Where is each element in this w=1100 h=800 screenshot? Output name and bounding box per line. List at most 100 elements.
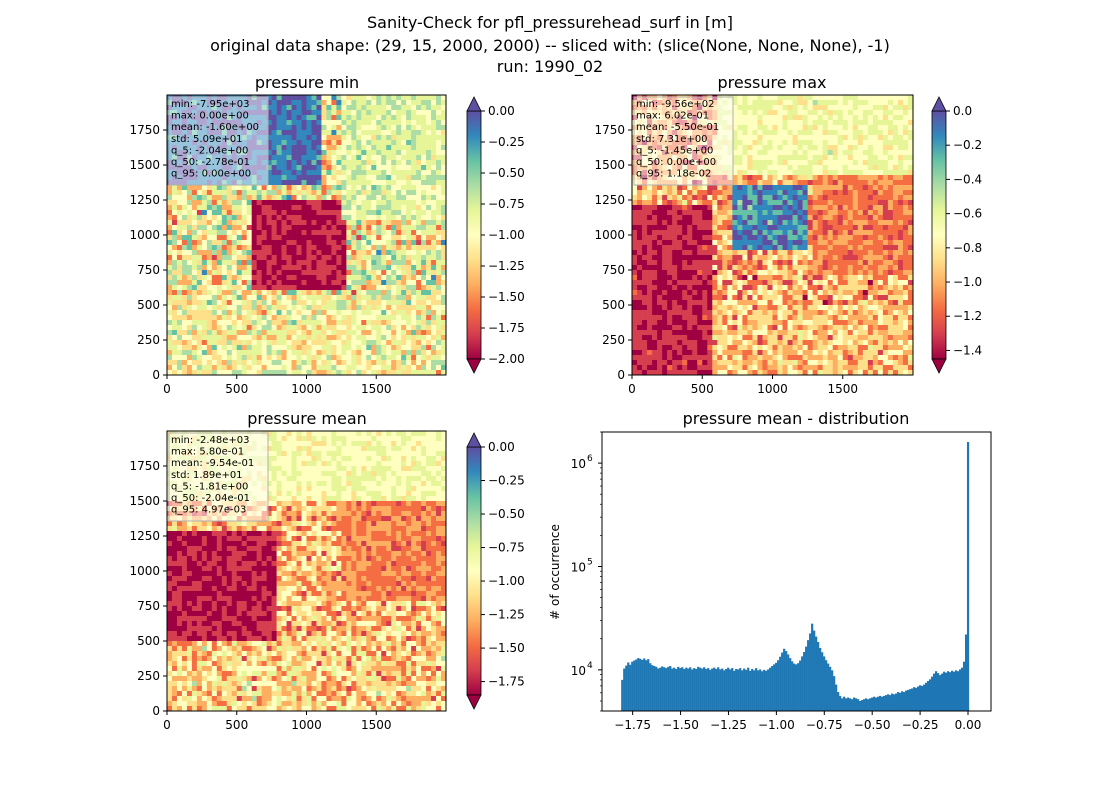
heatmap-cell <box>416 225 422 231</box>
heatmap-cell <box>226 260 233 266</box>
heatmap-cell <box>411 280 417 286</box>
heatmap-cell <box>381 160 387 166</box>
heatmap-cell <box>331 170 337 176</box>
heatmap-cell <box>346 105 352 111</box>
heatmap-cell <box>236 345 243 351</box>
heatmap-cell <box>762 245 768 251</box>
heatmap-cell <box>892 240 899 246</box>
heatmap-cell <box>231 220 238 226</box>
heatmap-cell <box>877 150 884 156</box>
heatmap-cell <box>291 335 297 341</box>
heatmap-cell <box>196 250 203 256</box>
heatmap-cell <box>226 250 233 256</box>
heatmap-cell <box>341 255 347 261</box>
heatmap-cell <box>762 190 768 196</box>
heatmap-cell <box>421 335 427 341</box>
heatmap-cell <box>341 205 347 211</box>
heatmap-cell <box>206 290 213 296</box>
heatmap-cell <box>291 245 297 251</box>
heatmap-cell <box>862 95 869 101</box>
heatmap-cell <box>837 145 844 151</box>
heatmap-cell <box>171 295 178 301</box>
heatmap-cell <box>431 330 437 336</box>
heatmap-cell <box>386 120 392 126</box>
heatmap-cell <box>306 240 312 246</box>
heatmap-cell <box>777 150 783 156</box>
heatmap-cell <box>391 285 397 291</box>
heatmap-cell <box>276 185 282 191</box>
heatmap-cell <box>386 240 392 246</box>
heatmap-cell <box>266 150 272 156</box>
heatmap-cell <box>356 210 362 216</box>
heatmap-cell <box>286 350 292 356</box>
heatmap-cell <box>321 350 327 356</box>
heatmap-cell <box>817 215 823 221</box>
heatmap-cell <box>877 140 884 146</box>
heatmap-cell <box>311 180 317 186</box>
heatmap-cell <box>657 195 663 201</box>
heatmap-cell <box>902 180 909 186</box>
heatmap-cell <box>206 295 213 301</box>
heatmap-cell <box>266 140 272 146</box>
heatmap-cell <box>236 235 243 241</box>
heatmap-cell <box>817 125 823 131</box>
heatmap-cell <box>376 160 382 166</box>
heatmap-cell <box>306 270 312 276</box>
heatmap-cell <box>386 215 392 221</box>
heatmap-cell <box>832 175 839 181</box>
heatmap-cell <box>391 365 397 371</box>
heatmap-cell <box>426 170 432 176</box>
heatmap-cell <box>436 280 442 286</box>
heatmap-cell <box>401 145 407 151</box>
heatmap-cell <box>181 330 188 336</box>
heatmap-cell <box>852 130 859 136</box>
heatmap-cell <box>231 200 238 206</box>
heatmap-cell <box>336 335 342 341</box>
heatmap-cell <box>356 250 362 256</box>
heatmap-image <box>632 95 914 376</box>
heatmap-cell <box>807 250 813 256</box>
heatmap-cell <box>256 200 262 206</box>
heatmap-cell <box>812 160 818 166</box>
heatmap-cell <box>872 105 879 111</box>
heatmap-cell <box>812 165 818 171</box>
heatmap-cell <box>747 135 753 141</box>
heatmap-cell <box>201 265 208 271</box>
heatmap-cell <box>757 130 763 136</box>
heatmap-cell <box>366 120 372 126</box>
heatmap-cell <box>441 315 447 321</box>
heatmap-cell <box>356 275 362 281</box>
heatmap-cell <box>897 160 904 166</box>
heatmap-cell <box>176 215 183 221</box>
heatmap-cell <box>181 345 188 351</box>
heatmap-cell <box>301 370 307 376</box>
heatmap-cell <box>406 220 412 226</box>
heatmap-cell <box>351 350 357 356</box>
heatmap-cell <box>291 175 297 181</box>
heatmap-cell <box>431 315 437 321</box>
heatmap-cell <box>867 135 874 141</box>
heatmap-cell <box>306 250 312 256</box>
heatmap-cell <box>832 245 839 251</box>
heatmap-cell <box>832 95 839 101</box>
heatmap-cell <box>872 175 879 181</box>
heatmap-cell <box>797 185 803 191</box>
heatmap-cell <box>361 180 367 186</box>
heatmap-cell <box>326 110 332 116</box>
heatmap-cell <box>862 235 869 241</box>
heatmap-cell <box>301 320 307 326</box>
heatmap-cell <box>887 160 894 166</box>
heatmap-cell <box>421 155 427 161</box>
heatmap-cell <box>366 225 372 231</box>
heatmap-cell <box>221 285 228 291</box>
heatmap-cell <box>211 295 218 301</box>
heatmap-cell <box>211 370 218 376</box>
heatmap-cell <box>907 190 914 196</box>
heatmap-cell <box>331 210 337 216</box>
heatmap-cell <box>271 125 277 131</box>
heatmap-cell <box>216 330 223 336</box>
heatmap-cell <box>171 200 178 206</box>
heatmap-cell <box>321 115 327 121</box>
heatmap-cell <box>306 95 312 101</box>
heatmap-cell <box>276 210 282 216</box>
